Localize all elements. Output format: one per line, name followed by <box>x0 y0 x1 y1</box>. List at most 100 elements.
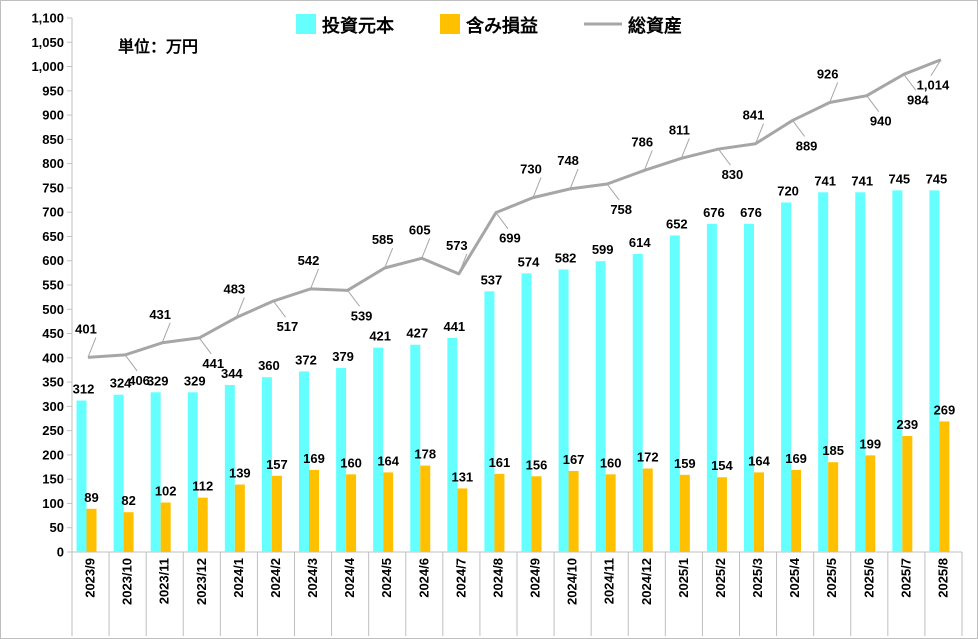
principal-data-label: 741 <box>851 173 873 188</box>
total-assets-data-label: 758 <box>610 202 632 217</box>
total-assets-data-label: 889 <box>796 138 818 153</box>
unrealized-bar <box>828 462 839 552</box>
unrealized-bar <box>234 484 245 552</box>
unrealized-bar <box>86 508 97 552</box>
total-assets-data-label: 585 <box>372 232 394 247</box>
unrealized-bar <box>494 473 505 552</box>
total-assets-leader-line <box>532 177 542 198</box>
unrealized-data-label: 178 <box>414 447 436 462</box>
unrealized-data-label: 164 <box>377 453 399 468</box>
unrealized-data-label: 160 <box>340 455 362 470</box>
unrealized-bar <box>123 512 134 552</box>
principal-data-label: 745 <box>888 171 910 186</box>
y-tick-label: 50 <box>50 520 64 535</box>
y-tick-label: 250 <box>42 423 64 438</box>
x-tick-label: 2024/11 <box>602 558 617 604</box>
y-tick-label: 1,050 <box>31 35 64 50</box>
y-tick-label: 650 <box>42 229 64 244</box>
unrealized-data-label: 157 <box>266 457 288 472</box>
principal-bar <box>892 190 903 552</box>
principal-bar <box>818 192 829 552</box>
principal-bar <box>299 371 309 552</box>
y-tick-label: 600 <box>42 253 64 268</box>
principal-data-label: 441 <box>443 319 465 334</box>
principal-data-label: 741 <box>814 173 836 188</box>
principal-bar <box>336 368 347 552</box>
bars <box>76 190 950 553</box>
principal-bar <box>855 192 866 552</box>
y-tick-label: 1,100 <box>31 11 64 26</box>
total-assets-leader-line <box>87 337 97 358</box>
unrealized-data-label: 131 <box>451 469 473 484</box>
y-axis: 0 50 100 150 200 250 300 350 400 450 500 550 600 650 7… <box>31 11 73 560</box>
total-assets-leader-line <box>606 183 620 201</box>
unrealized-data-label: 169 <box>785 451 807 466</box>
y-tick-label: 1,000 <box>31 59 64 74</box>
unrealized-bar <box>568 470 579 552</box>
unrealized-bar <box>679 474 690 552</box>
total-assets-leader-line <box>161 322 171 343</box>
total-assets-data-label: 573 <box>446 238 468 253</box>
y-tick-label: 0 <box>57 545 64 560</box>
principal-bar <box>76 400 87 552</box>
unrealized-data-label: 160 <box>600 455 622 470</box>
legend-swatch-unrealized <box>440 14 460 34</box>
principal-bar <box>744 223 754 552</box>
x-tick-label: 2025/5 <box>824 558 839 598</box>
legend-swatch-principal <box>296 14 316 34</box>
y-tick-label: 350 <box>42 375 64 390</box>
total-assets-leader-line <box>829 82 839 103</box>
unrealized-data-label: 164 <box>748 453 770 468</box>
x-tick-label: 2025/3 <box>750 558 765 598</box>
total-assets-data-label: 841 <box>743 108 765 123</box>
total-assets-data-label: 940 <box>870 114 892 129</box>
x-tick-label: 2023/10 <box>120 558 135 605</box>
total-assets-leader-line <box>384 247 394 269</box>
x-tick-label: 2025/4 <box>787 557 802 598</box>
y-tick-label: 800 <box>42 156 64 171</box>
unrealized-data-label: 199 <box>859 436 881 451</box>
principal-bar <box>224 385 235 552</box>
total-assets-data-label: 483 <box>223 282 245 297</box>
y-tick-label: 150 <box>42 472 64 487</box>
x-tick-label: 2025/7 <box>898 558 913 598</box>
y-tick-label: 750 <box>42 180 64 195</box>
unrealized-data-label: 159 <box>674 456 696 471</box>
unrealized-data-label: 161 <box>489 455 511 470</box>
total-assets-data-label: 542 <box>298 253 320 268</box>
total-assets-polyline <box>87 58 942 359</box>
x-tick-label: 2024/2 <box>268 558 283 598</box>
x-tick-label: 2025/2 <box>713 558 728 598</box>
total-assets-leader-line <box>569 168 579 190</box>
principal-bar <box>150 392 161 552</box>
total-assets-leader-line <box>792 120 805 137</box>
unrealized-data-label: 172 <box>637 450 659 465</box>
x-tick-label: 2024/5 <box>379 558 394 598</box>
unrealized-bar <box>642 468 653 552</box>
principal-bar <box>410 344 421 552</box>
unrealized-data-label: 167 <box>563 452 585 467</box>
unrealized-data-label: 169 <box>303 451 325 466</box>
unrealized-data-label: 269 <box>934 402 956 417</box>
principal-bar <box>447 337 458 552</box>
total-assets-leader-line <box>273 300 286 318</box>
unrealized-bar <box>309 469 319 552</box>
principal-bar <box>595 261 606 552</box>
principal-bar <box>558 269 569 552</box>
principal-data-label: 614 <box>629 235 651 250</box>
unrealized-bar <box>754 472 764 552</box>
total-assets-leader-line <box>198 337 212 355</box>
unrealized-bar <box>420 465 431 552</box>
unrealized-bar <box>383 472 394 552</box>
y-tick-label: 500 <box>42 302 64 317</box>
unrealized-bar <box>865 455 876 552</box>
total-assets-data-label: 431 <box>149 307 171 322</box>
unit-label: 単位：万円 <box>118 37 198 56</box>
y-tick-label: 400 <box>42 350 64 365</box>
principal-data-label: 574 <box>518 254 540 269</box>
x-tick-label: 2023/11 <box>157 558 172 604</box>
unrealized-bar <box>531 476 542 552</box>
x-tick-label: 2025/6 <box>861 558 876 598</box>
